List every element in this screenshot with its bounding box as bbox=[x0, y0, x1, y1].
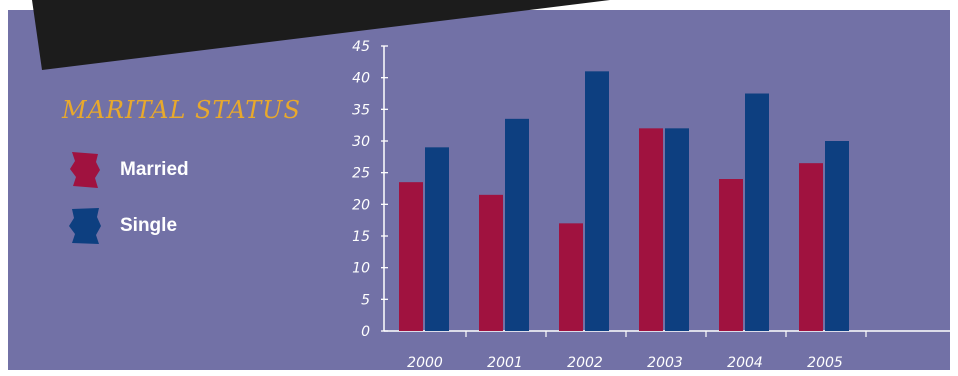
y-tick-label: 0 bbox=[361, 324, 370, 340]
y-tick-label: 35 bbox=[352, 102, 370, 118]
married-swatch-shape bbox=[70, 152, 100, 188]
y-tick-label: 25 bbox=[352, 166, 370, 182]
legend-label-married: Married bbox=[120, 159, 189, 180]
y-tick-label: 30 bbox=[352, 134, 370, 150]
y-tick-label: 45 bbox=[352, 39, 370, 55]
bar-single-2004 bbox=[745, 93, 769, 331]
bar-single-2002 bbox=[585, 71, 609, 331]
black-banner-shape bbox=[32, 0, 610, 70]
bar-married-2001 bbox=[479, 194, 503, 331]
y-tick-label: 15 bbox=[352, 229, 370, 245]
y-tick-label: 40 bbox=[352, 71, 370, 87]
bar-married-2002 bbox=[559, 223, 583, 331]
y-tick-label: 5 bbox=[361, 292, 370, 308]
bar-single-2001 bbox=[505, 118, 529, 331]
bar-single-2003 bbox=[665, 128, 689, 331]
legend-swatch-married bbox=[70, 152, 100, 188]
bar-married-2003 bbox=[639, 128, 663, 331]
bar-married-2000 bbox=[399, 182, 423, 331]
x-tick-label: 2005 bbox=[807, 355, 843, 371]
bar-single-2005 bbox=[825, 141, 849, 331]
bar-single-2000 bbox=[425, 147, 449, 331]
bar-married-2005 bbox=[799, 163, 823, 331]
x-tick-label: 2000 bbox=[407, 355, 443, 371]
single-swatch-shape bbox=[69, 208, 101, 244]
legend-swatch-single bbox=[69, 208, 101, 244]
legend-title: MARITAL STATUS bbox=[62, 96, 301, 124]
bar-married-2004 bbox=[719, 179, 743, 331]
legend-item-single: Single bbox=[68, 206, 177, 246]
x-tick-label: 2001 bbox=[487, 355, 523, 371]
x-tick-label: 2004 bbox=[727, 355, 763, 371]
x-tick-label: 2002 bbox=[567, 355, 603, 371]
y-tick-label: 10 bbox=[352, 261, 370, 277]
y-tick-label: 20 bbox=[352, 197, 370, 213]
x-tick-label: 2003 bbox=[647, 355, 683, 371]
legend-label-single: Single bbox=[120, 215, 178, 236]
legend-item-married: Married bbox=[68, 150, 189, 190]
